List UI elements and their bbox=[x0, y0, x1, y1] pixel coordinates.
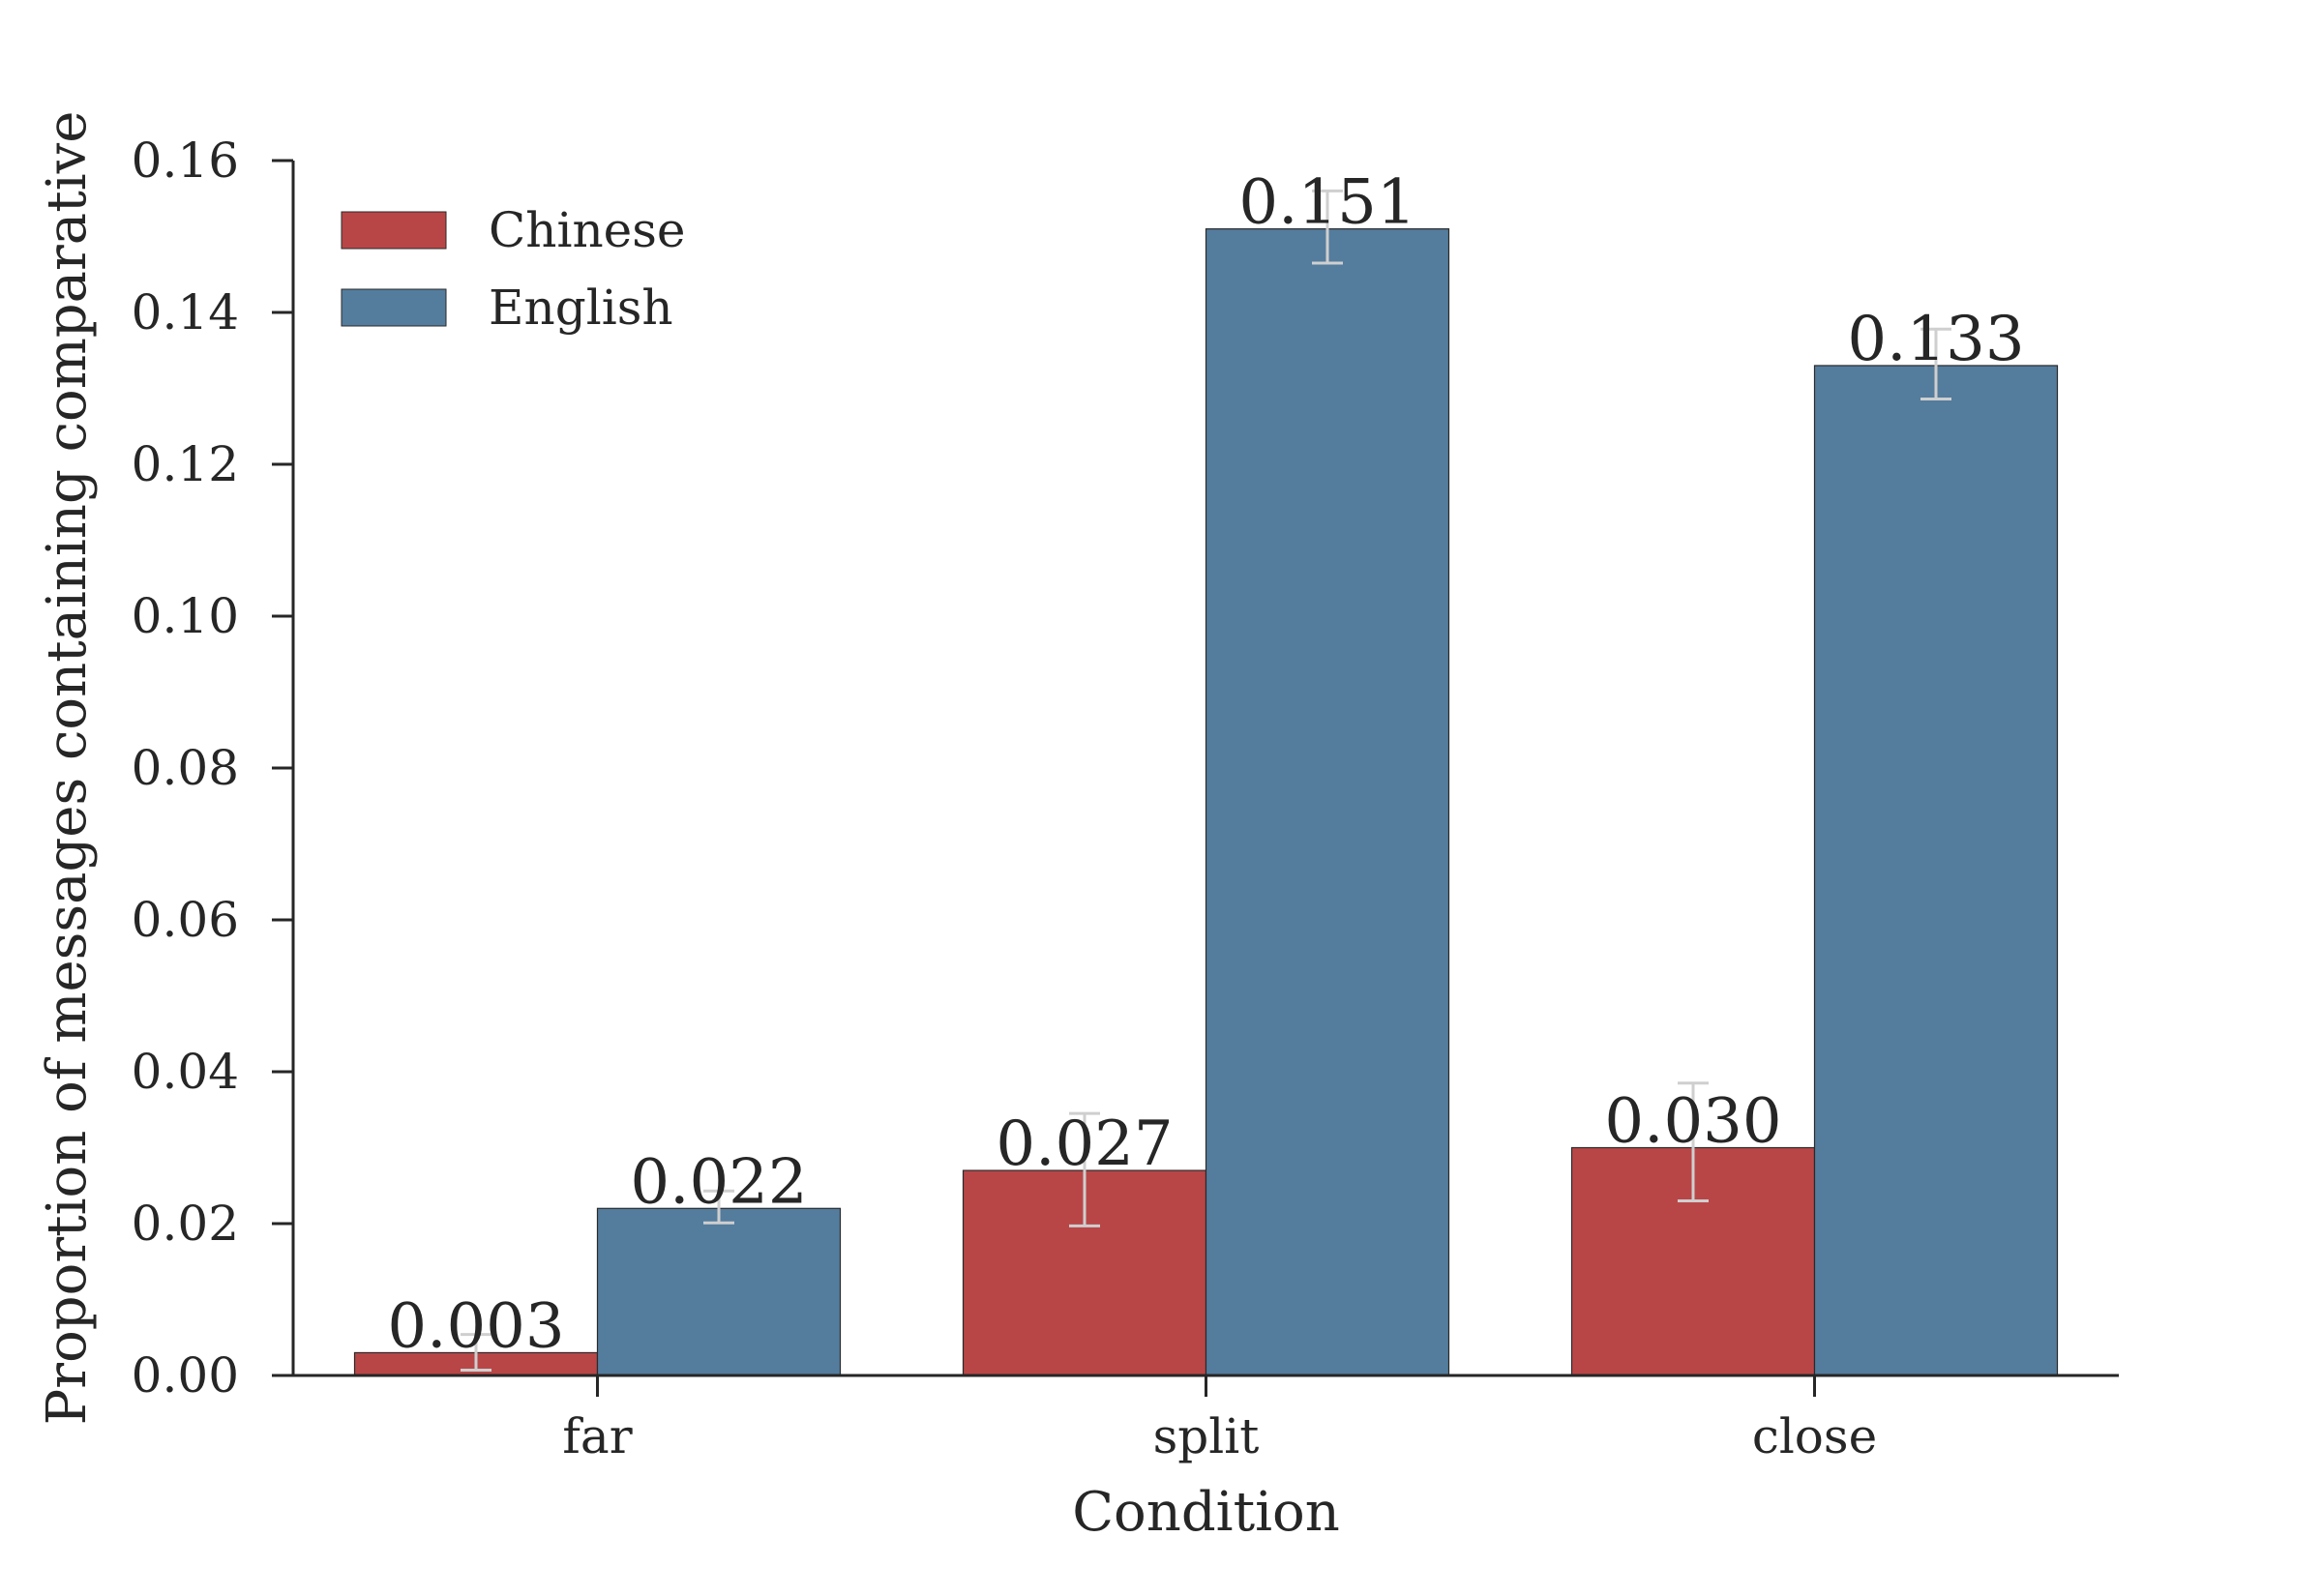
bars-layer bbox=[353, 228, 2059, 1376]
y-axis-label: Proportion of messages containing compar… bbox=[36, 111, 99, 1426]
y-tick-label: 0.06 bbox=[132, 892, 239, 948]
value-labels-layer: 0.003 0.027 0.030 0.022 0.151 0.133 bbox=[387, 167, 2024, 1363]
y-tick-label: 0.00 bbox=[132, 1347, 239, 1404]
error-bar-chinese-split bbox=[1069, 1111, 1100, 1227]
x-tick-label-close: close bbox=[1752, 1408, 1877, 1464]
error-bar-english-far bbox=[703, 1189, 734, 1225]
y-tick-label: 0.04 bbox=[132, 1044, 239, 1100]
error-bar-chinese-far bbox=[461, 1333, 491, 1373]
value-label-chinese-close: 0.030 bbox=[1604, 1086, 1781, 1158]
x-tick-label-far: far bbox=[562, 1408, 632, 1464]
legend-swatch-chinese bbox=[341, 211, 447, 250]
bar-english-far bbox=[596, 1207, 842, 1376]
value-label-chinese-split: 0.027 bbox=[996, 1108, 1173, 1180]
error-bar-english-close bbox=[1920, 327, 1951, 400]
value-label-english-far: 0.022 bbox=[630, 1146, 807, 1218]
value-label-english-close: 0.133 bbox=[1847, 304, 2024, 375]
y-tick-label: 0.12 bbox=[132, 436, 239, 492]
y-tick-label: 0.02 bbox=[132, 1196, 239, 1252]
y-axis-ticks: 0.00 0.02 0.04 0.06 0.08 0.10 0.12 0.14 0.16 bbox=[132, 133, 293, 1404]
value-label-chinese-far: 0.003 bbox=[387, 1290, 564, 1362]
error-bar-chinese-close bbox=[1678, 1081, 1709, 1202]
x-axis-ticks: far split close bbox=[562, 1375, 1877, 1464]
bar-english-close bbox=[1813, 365, 2059, 1376]
y-tick-label: 0.08 bbox=[132, 740, 239, 796]
bar-english-split bbox=[1205, 228, 1450, 1376]
y-tick-label: 0.10 bbox=[132, 588, 239, 644]
legend-swatch-english bbox=[341, 288, 447, 327]
y-tick-label: 0.16 bbox=[132, 133, 239, 189]
legend: Chinese English bbox=[341, 202, 686, 336]
legend-label-chinese: Chinese bbox=[489, 202, 686, 258]
y-tick-label: 0.14 bbox=[132, 284, 239, 340]
x-tick-label-split: split bbox=[1153, 1408, 1260, 1464]
legend-label-english: English bbox=[489, 280, 673, 336]
value-label-english-split: 0.151 bbox=[1238, 167, 1415, 239]
x-axis-label: Condition bbox=[1072, 1481, 1340, 1544]
error-bars-layer bbox=[461, 189, 1951, 1373]
error-bar-english-split bbox=[1312, 189, 1343, 265]
